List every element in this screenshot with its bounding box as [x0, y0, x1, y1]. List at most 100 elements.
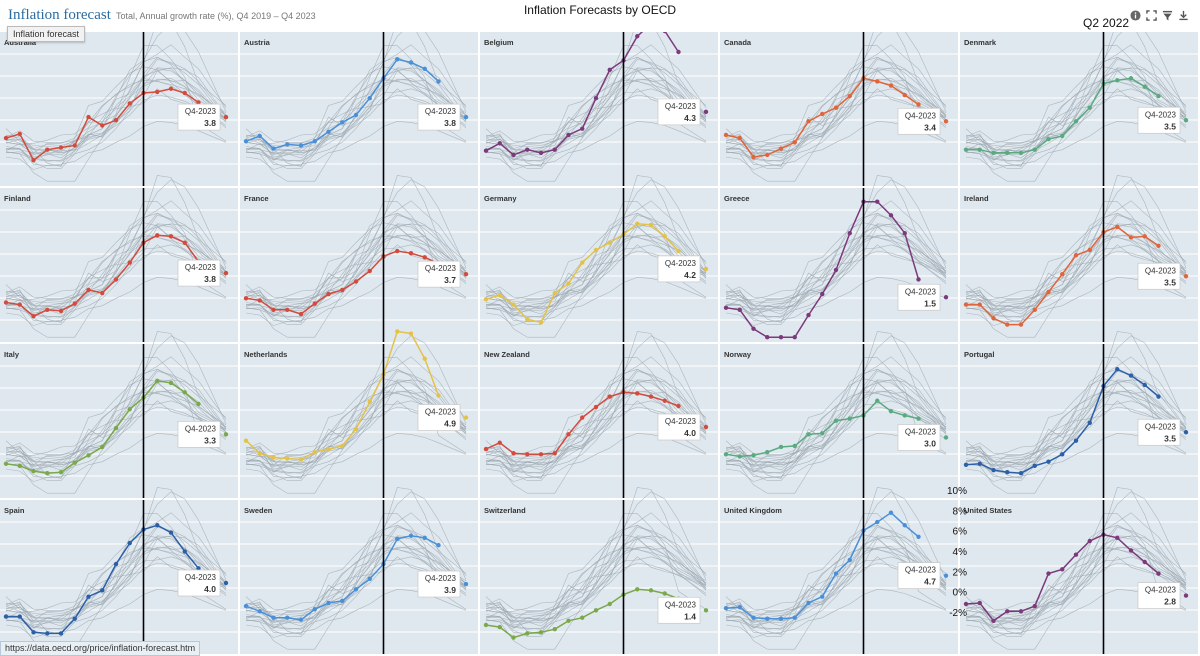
- data-point[interactable]: [127, 101, 132, 106]
- data-point[interactable]: [257, 298, 262, 303]
- data-point[interactable]: [1060, 271, 1065, 277]
- data-point[interactable]: [833, 571, 839, 576]
- data-point[interactable]: [31, 313, 36, 319]
- data-point[interactable]: [100, 290, 105, 296]
- data-point[interactable]: [45, 307, 50, 313]
- data-point[interactable]: [340, 598, 345, 604]
- data-point[interactable]: [1073, 119, 1079, 124]
- data-point[interactable]: [875, 79, 880, 84]
- data-point[interactable]: [72, 460, 77, 465]
- data-point[interactable]: [1142, 559, 1147, 565]
- data-point[interactable]: [792, 443, 797, 449]
- panel-denmark[interactable]: Denmark Q4-2023 3.5: [963, 32, 1189, 186]
- data-point[interactable]: [916, 277, 921, 282]
- data-point[interactable]: [395, 329, 400, 334]
- data-point[interactable]: [182, 390, 187, 395]
- data-point[interactable]: [991, 316, 996, 321]
- data-point[interactable]: [100, 588, 105, 593]
- data-point[interactable]: [963, 601, 969, 607]
- data-point[interactable]: [155, 233, 160, 238]
- panel-ireland[interactable]: Ireland Q4-2023 3.5: [963, 175, 1189, 343]
- data-point[interactable]: [676, 248, 681, 254]
- data-point[interactable]: [943, 119, 949, 124]
- data-point[interactable]: [916, 534, 921, 539]
- data-point[interactable]: [662, 591, 667, 596]
- data-point[interactable]: [422, 356, 427, 361]
- panel-spain[interactable]: Spain Q4-2023 4.0: [3, 487, 229, 655]
- data-point[interactable]: [340, 443, 345, 449]
- data-point[interactable]: [1073, 253, 1079, 258]
- data-point[interactable]: [737, 454, 742, 459]
- data-point[interactable]: [408, 533, 414, 538]
- data-point[interactable]: [243, 603, 249, 609]
- data-point[interactable]: [902, 231, 907, 236]
- data-point[interactable]: [243, 139, 249, 144]
- data-point[interactable]: [257, 133, 262, 139]
- data-point[interactable]: [977, 147, 982, 152]
- data-point[interactable]: [196, 100, 201, 105]
- data-point[interactable]: [1005, 609, 1010, 614]
- data-point[interactable]: [196, 401, 201, 407]
- data-point[interactable]: [737, 307, 742, 313]
- data-point[interactable]: [511, 302, 516, 307]
- data-point[interactable]: [1128, 235, 1134, 240]
- data-point[interactable]: [422, 535, 427, 541]
- data-point[interactable]: [271, 146, 276, 151]
- fullscreen-icon[interactable]: [1146, 10, 1157, 21]
- data-point[interactable]: [820, 431, 825, 436]
- data-point[interactable]: [1115, 367, 1120, 372]
- data-point[interactable]: [888, 510, 894, 515]
- data-point[interactable]: [1087, 420, 1092, 425]
- data-point[interactable]: [243, 438, 249, 443]
- data-point[interactable]: [991, 618, 996, 623]
- data-point[interactable]: [703, 608, 709, 613]
- data-point[interactable]: [17, 302, 22, 307]
- data-point[interactable]: [833, 267, 839, 273]
- data-point[interactable]: [483, 622, 489, 628]
- data-point[interactable]: [580, 260, 585, 265]
- panel-sweden[interactable]: Sweden Q4-2023 3.9: [243, 487, 469, 655]
- panel-finland[interactable]: Finland Q4-2023 3.8: [3, 175, 229, 343]
- data-point[interactable]: [72, 143, 77, 148]
- data-point[interactable]: [888, 409, 894, 414]
- data-point[interactable]: [497, 624, 502, 630]
- data-point[interactable]: [778, 334, 784, 340]
- data-point[interactable]: [367, 96, 372, 101]
- data-point[interactable]: [902, 413, 907, 418]
- data-point[interactable]: [100, 123, 105, 128]
- data-point[interactable]: [847, 557, 852, 563]
- data-point[interactable]: [497, 292, 502, 298]
- data-point[interactable]: [45, 471, 50, 476]
- data-point[interactable]: [593, 404, 599, 410]
- data-point[interactable]: [703, 266, 709, 272]
- data-point[interactable]: [422, 66, 427, 71]
- data-point[interactable]: [875, 199, 880, 204]
- data-point[interactable]: [963, 462, 969, 467]
- data-point[interactable]: [552, 627, 557, 632]
- filter-icon[interactable]: [1162, 10, 1173, 21]
- panel-united-kingdom[interactable]: United Kingdom Q4-2023 4.7: [723, 487, 949, 655]
- data-point[interactable]: [367, 576, 372, 581]
- data-point[interactable]: [1128, 548, 1134, 553]
- brand-title[interactable]: Inflation forecast: [8, 7, 111, 23]
- data-point[interactable]: [408, 331, 414, 336]
- data-point[interactable]: [765, 616, 770, 621]
- data-point[interactable]: [888, 213, 894, 218]
- data-point[interactable]: [765, 450, 770, 455]
- data-point[interactable]: [662, 398, 667, 403]
- data-point[interactable]: [820, 291, 825, 297]
- data-point[interactable]: [1032, 307, 1037, 313]
- data-point[interactable]: [751, 453, 756, 458]
- data-point[interactable]: [463, 271, 469, 277]
- data-point[interactable]: [86, 594, 91, 599]
- panel-canada[interactable]: Canada Q4-2023 3.4: [723, 32, 949, 186]
- data-point[interactable]: [635, 34, 640, 39]
- data-point[interactable]: [17, 614, 22, 619]
- data-point[interactable]: [916, 102, 921, 107]
- data-point[interactable]: [223, 270, 229, 276]
- data-point[interactable]: [196, 566, 201, 571]
- data-point[interactable]: [312, 301, 317, 306]
- data-point[interactable]: [751, 615, 756, 620]
- data-point[interactable]: [326, 129, 331, 134]
- data-point[interactable]: [538, 320, 544, 325]
